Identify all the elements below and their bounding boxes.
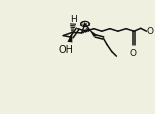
Text: O: O <box>147 27 154 36</box>
Text: Abs: Abs <box>79 22 91 27</box>
Polygon shape <box>67 33 72 43</box>
Text: O: O <box>130 48 137 57</box>
Text: OH: OH <box>59 45 73 55</box>
Polygon shape <box>89 30 97 38</box>
Text: H: H <box>70 15 76 24</box>
